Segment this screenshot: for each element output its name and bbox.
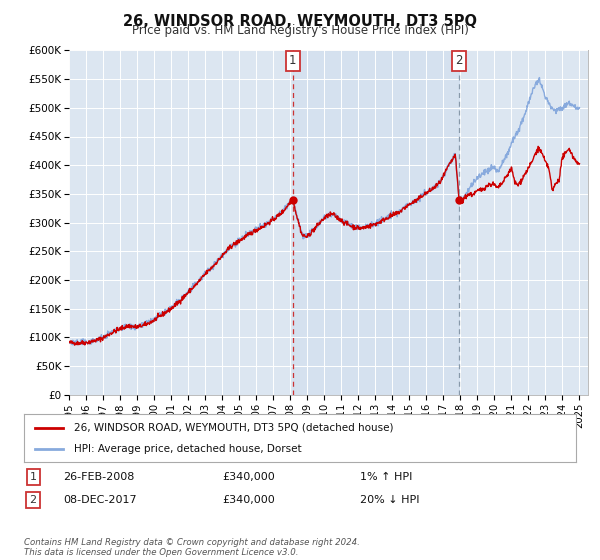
Text: 26-FEB-2008: 26-FEB-2008: [63, 472, 134, 482]
Text: 2: 2: [29, 494, 37, 505]
Bar: [293, 50, 459, 395]
Text: £340,000: £340,000: [222, 472, 275, 482]
Text: 08-DEC-2017: 08-DEC-2017: [63, 494, 137, 505]
Text: 1: 1: [29, 472, 37, 482]
Text: 26, WINDSOR ROAD, WEYMOUTH, DT3 5PQ (detached house): 26, WINDSOR ROAD, WEYMOUTH, DT3 5PQ (det…: [74, 423, 393, 433]
Text: Price paid vs. HM Land Registry's House Price Index (HPI): Price paid vs. HM Land Registry's House …: [131, 24, 469, 37]
Text: £340,000: £340,000: [222, 494, 275, 505]
Text: 20% ↓ HPI: 20% ↓ HPI: [360, 494, 419, 505]
Text: HPI: Average price, detached house, Dorset: HPI: Average price, detached house, Dors…: [74, 444, 301, 454]
Text: 1: 1: [289, 54, 296, 67]
Text: 26, WINDSOR ROAD, WEYMOUTH, DT3 5PQ: 26, WINDSOR ROAD, WEYMOUTH, DT3 5PQ: [123, 14, 477, 29]
Text: 1% ↑ HPI: 1% ↑ HPI: [360, 472, 412, 482]
Text: 2: 2: [455, 54, 463, 67]
Text: Contains HM Land Registry data © Crown copyright and database right 2024.
This d: Contains HM Land Registry data © Crown c…: [24, 538, 360, 557]
